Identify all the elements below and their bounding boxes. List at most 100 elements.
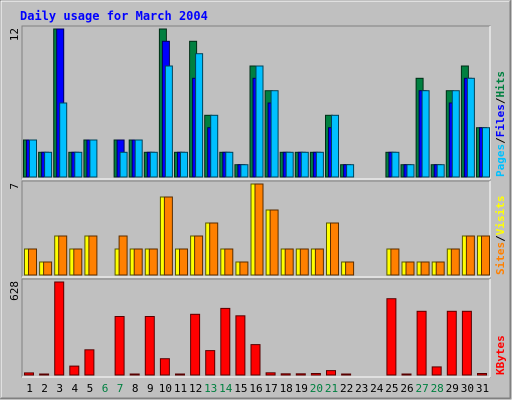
bar-sites-day-14 bbox=[224, 248, 234, 276]
bar-sites-day-27 bbox=[420, 261, 430, 276]
bar-pages-day-22 bbox=[346, 164, 355, 178]
bar-kbytes-day-2 bbox=[39, 373, 50, 376]
bar-sites-day-2 bbox=[43, 261, 53, 276]
x-tick-label-day-30: 30 bbox=[461, 382, 474, 395]
x-tick-label-day-5: 5 bbox=[87, 382, 94, 395]
bar-pages-day-25 bbox=[391, 151, 400, 178]
bar-sites-day-30 bbox=[465, 235, 475, 276]
bar-kbytes-day-18 bbox=[280, 373, 291, 376]
bar-sites-day-18 bbox=[284, 248, 294, 276]
bar-sites-day-17 bbox=[269, 209, 279, 276]
y-max-label: 12 bbox=[8, 28, 21, 41]
bar-pages-day-1 bbox=[29, 139, 37, 178]
bar-sites-day-10 bbox=[163, 196, 173, 276]
bar-pages-day-4 bbox=[74, 151, 83, 178]
bar-sites-day-28 bbox=[435, 261, 445, 276]
bar-kbytes-day-28 bbox=[431, 366, 442, 376]
series-kbytes bbox=[24, 281, 487, 376]
x-tick-label-day-31: 31 bbox=[476, 382, 489, 395]
bar-kbytes-day-16 bbox=[250, 344, 261, 376]
y-max-label: 628 bbox=[8, 281, 21, 301]
bar-sites-day-1 bbox=[28, 248, 37, 276]
series-legend-label: Pages/Files/Hits bbox=[494, 71, 507, 177]
legend-part: Files bbox=[494, 104, 507, 137]
bar-sites-day-7 bbox=[118, 235, 128, 276]
x-tick-label-day-29: 29 bbox=[446, 382, 459, 395]
bar-kbytes-day-11 bbox=[175, 373, 185, 376]
x-tick-label-day-8: 8 bbox=[132, 382, 139, 395]
bar-sites-day-29 bbox=[450, 248, 460, 276]
x-tick-label-day-2: 2 bbox=[41, 382, 48, 395]
bar-sites-day-8 bbox=[133, 248, 143, 276]
x-tick-label-day-4: 4 bbox=[71, 382, 78, 395]
legend-part: Visits bbox=[494, 196, 507, 236]
bar-pages-day-14 bbox=[225, 151, 234, 178]
bar-sites-day-4 bbox=[73, 248, 83, 276]
x-tick-label-day-15: 15 bbox=[234, 382, 247, 395]
bar-kbytes-day-9 bbox=[144, 316, 155, 376]
bar-kbytes-day-1 bbox=[24, 372, 34, 376]
bar-pages-day-19 bbox=[300, 151, 309, 178]
legend-part: / bbox=[494, 97, 507, 104]
bar-kbytes-day-27 bbox=[416, 310, 427, 376]
bar-kbytes-day-26 bbox=[401, 373, 412, 376]
bar-pages-day-29 bbox=[451, 90, 460, 178]
bar-sites-day-15 bbox=[239, 261, 249, 276]
y-max-label: 7 bbox=[8, 183, 21, 190]
bar-pages-day-31 bbox=[482, 127, 490, 178]
legend-part: / bbox=[494, 137, 507, 144]
x-tick-label-day-12: 12 bbox=[189, 382, 202, 395]
x-axis-day-labels: 1 2 3 4 5 6 7 8 9 10 11 12 13 14 15 16 17 18 19 20 21 22 23 24 2… bbox=[26, 382, 489, 395]
x-tick-label-day-16: 16 bbox=[249, 382, 262, 395]
bar-pages-day-20 bbox=[315, 151, 324, 178]
panel-pages-files-hits: 12 Pages/Files/Hits bbox=[8, 25, 507, 180]
bar-kbytes-day-3 bbox=[54, 281, 65, 376]
bar-pages-day-10 bbox=[164, 65, 173, 178]
x-tick-label-day-6: 6 bbox=[102, 382, 109, 395]
x-tick-label-day-20: 20 bbox=[310, 382, 323, 395]
bar-pages-day-27 bbox=[421, 90, 430, 178]
x-tick-label-day-27: 27 bbox=[415, 382, 428, 395]
bar-kbytes-day-17 bbox=[265, 372, 276, 376]
bar-pages-day-12 bbox=[195, 53, 204, 178]
bar-sites-day-13 bbox=[209, 222, 219, 276]
bar-sites-day-26 bbox=[405, 261, 415, 276]
bar-kbytes-day-8 bbox=[129, 373, 140, 376]
x-tick-label-day-22: 22 bbox=[340, 382, 353, 395]
bar-sites-day-9 bbox=[148, 248, 158, 276]
bar-kbytes-day-5 bbox=[84, 349, 95, 376]
bar-pages-day-3 bbox=[59, 102, 68, 178]
bar-pages-day-5 bbox=[89, 139, 98, 178]
x-tick-label-day-25: 25 bbox=[385, 382, 398, 395]
x-tick-label-day-21: 21 bbox=[325, 382, 338, 395]
bar-pages-day-26 bbox=[406, 164, 415, 178]
x-tick-label-day-28: 28 bbox=[431, 382, 444, 395]
bar-sites-day-21 bbox=[330, 222, 339, 276]
bar-kbytes-day-21 bbox=[326, 370, 336, 376]
series-sites bbox=[28, 183, 490, 276]
bar-kbytes-day-14 bbox=[220, 307, 231, 376]
x-tick-label-day-9: 9 bbox=[147, 382, 154, 395]
x-tick-label-day-23: 23 bbox=[355, 382, 368, 395]
x-tick-label-day-19: 19 bbox=[295, 382, 308, 395]
bar-pages-day-2 bbox=[44, 151, 53, 178]
bar-kbytes-day-29 bbox=[446, 310, 457, 376]
x-tick-label-day-3: 3 bbox=[56, 382, 63, 395]
bar-kbytes-day-10 bbox=[159, 358, 170, 376]
x-tick-label-day-11: 11 bbox=[174, 382, 187, 395]
legend-part: Hits bbox=[494, 71, 507, 98]
bar-sites-day-25 bbox=[390, 248, 400, 276]
x-tick-label-day-26: 26 bbox=[400, 382, 413, 395]
bar-sites-day-16 bbox=[254, 183, 264, 276]
bar-pages-day-17 bbox=[270, 90, 279, 178]
bar-kbytes-day-7 bbox=[114, 316, 125, 376]
bar-pages-day-7 bbox=[119, 151, 128, 178]
bar-pages-day-16 bbox=[255, 65, 264, 178]
bar-pages-day-11 bbox=[180, 151, 188, 178]
bar-pages-day-18 bbox=[285, 151, 294, 178]
x-tick-label-day-18: 18 bbox=[280, 382, 293, 395]
bar-pages-day-8 bbox=[134, 139, 143, 178]
x-tick-label-day-1: 1 bbox=[26, 382, 33, 395]
